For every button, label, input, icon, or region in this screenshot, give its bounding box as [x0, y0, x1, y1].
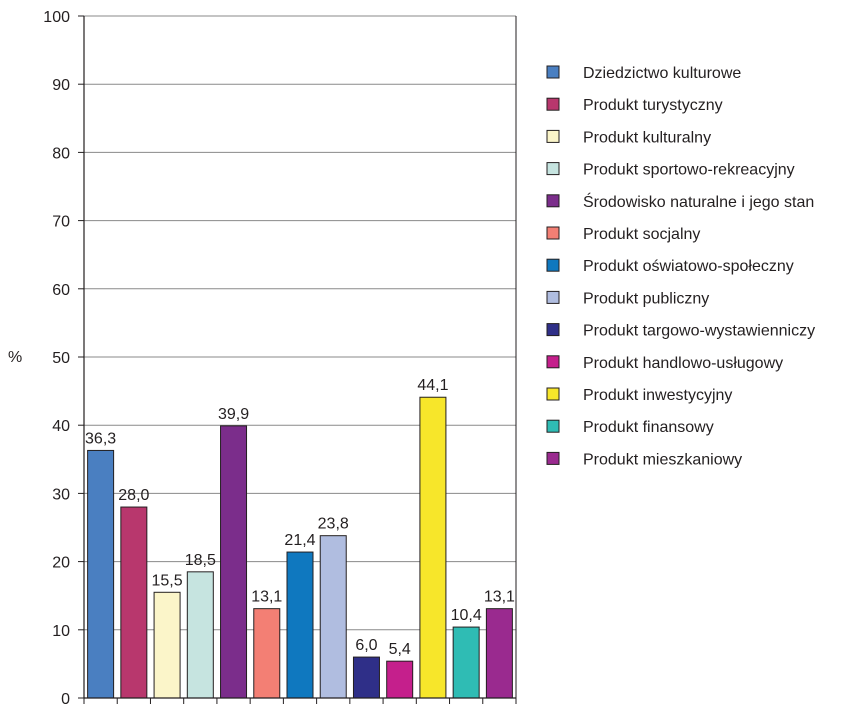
y-tick-label: 0 [61, 691, 70, 706]
value-label: 5,4 [389, 641, 411, 658]
bar [153, 591, 181, 699]
legend-swatch [546, 258, 560, 272]
legend-label: Produkt turystyczny [583, 97, 723, 114]
y-tick-label: 40 [52, 418, 70, 435]
y-tick-label: 80 [52, 145, 70, 162]
y-tick-label: 10 [52, 623, 70, 640]
y-axis-title: % [8, 349, 22, 366]
legend-label: Środowisko naturalne i jego stan [583, 192, 814, 211]
value-label: 21,4 [284, 532, 315, 549]
y-tick-label: 30 [52, 486, 70, 503]
bar [87, 449, 115, 699]
legend-swatch [546, 451, 560, 465]
legend-swatch [546, 226, 560, 240]
legend-label: Produkt handlowo-usługowy [583, 355, 783, 372]
legend: Dziedzictwo kulturowe Produkt turystyczny… [546, 65, 815, 468]
legend-swatch [546, 65, 560, 79]
bar [286, 551, 314, 699]
value-label: 23,8 [318, 516, 349, 533]
legend-swatch [546, 129, 560, 143]
bar [386, 660, 414, 699]
value-label: 36,3 [85, 430, 116, 447]
legend-label: Produkt socjalny [583, 226, 700, 243]
legend-swatch [546, 387, 560, 401]
y-tick-label: 90 [52, 77, 70, 94]
bar [485, 608, 513, 699]
y-tick-label: 20 [52, 555, 70, 572]
legend-label: Produkt inwestycyjny [583, 387, 732, 404]
legend-swatch [546, 419, 560, 433]
y-tick-label: 60 [52, 282, 70, 299]
legend-label: Produkt finansowy [583, 419, 714, 436]
bar [319, 535, 347, 699]
legend-label: Produkt sportowo-rekreacyjny [583, 162, 795, 179]
legend-swatch [546, 194, 560, 208]
y-tick-label: 50 [52, 350, 70, 367]
y-tick-label: 100 [43, 9, 70, 26]
bar [419, 396, 447, 699]
legend-swatch [546, 97, 560, 111]
bar [253, 608, 281, 699]
bar [120, 506, 148, 699]
legend-swatch [546, 162, 560, 176]
value-label: 6,0 [355, 637, 377, 654]
value-label: 18,5 [185, 552, 216, 569]
bar [220, 425, 248, 699]
legend-label: Dziedzictwo kulturowe [583, 65, 741, 82]
legend-label: Produkt targowo-wystawienniczy [583, 323, 815, 340]
legend-swatch [546, 290, 560, 304]
legend-swatch [546, 323, 560, 337]
value-label: 39,9 [218, 406, 249, 423]
value-label: 15,5 [152, 572, 183, 589]
y-tick-label: 70 [52, 214, 70, 231]
legend-label: Produkt mieszkaniowy [583, 451, 742, 468]
value-label: 10,4 [451, 607, 482, 624]
bar [452, 626, 480, 699]
value-label: 13,1 [484, 589, 515, 606]
value-label: 28,0 [118, 487, 149, 504]
grid-lines [84, 15, 516, 631]
legend-label: Produkt publiczny [583, 290, 709, 307]
legend-label: Produkt oświatowo-społeczny [583, 258, 794, 275]
value-label: 13,1 [251, 589, 282, 606]
bar [186, 571, 214, 699]
value-label: 44,1 [417, 377, 448, 394]
legend-swatch [546, 355, 560, 369]
bar [352, 656, 380, 699]
axes: 0 10 20 30 40 50 60 70 80 90 100 [43, 9, 517, 706]
legend-label: Produkt kulturalny [583, 129, 711, 146]
value-labels: 36,3 28,0 15,518,5 39,9 13,1 21,423,8 6,0 5,4 44… [85, 377, 515, 658]
